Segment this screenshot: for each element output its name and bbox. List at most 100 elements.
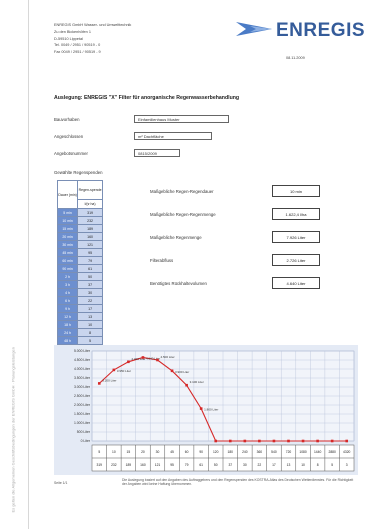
data-label: 3.200 Liter (102, 378, 116, 382)
bottom-value-label: 22 (258, 463, 262, 467)
bottom-value-label: 50 (214, 463, 218, 467)
y-tick-label: 2.000 Liter (74, 403, 91, 407)
value-cell: 319 (77, 208, 103, 217)
data-label: 3.950 Liter (117, 369, 131, 373)
bottom-duration-label: 45 (170, 450, 174, 454)
table-row: 30 min 121 (56, 240, 103, 249)
data-point (112, 368, 116, 372)
bottom-duration-label: 5 (98, 450, 100, 454)
y-tick-label: 3.500 Liter (74, 376, 91, 380)
data-point (141, 356, 145, 359)
footer-page-number: Seite 1/1 (54, 481, 68, 485)
bottom-duration-label: 720 (286, 450, 292, 454)
data-point (214, 439, 218, 443)
bottom-value-label: 10 (301, 463, 305, 467)
value-cell: 13 (77, 312, 103, 321)
field-value-bauvorhaben: Einfamilienhaus Muster (134, 115, 229, 123)
value-cell: 10 (77, 320, 103, 329)
result-value-rueckhaltevolumen: 4.640 Liter (272, 277, 320, 289)
table-row: 15 min 189 (56, 224, 103, 233)
table-row: 90 min 61 (56, 264, 103, 273)
bottom-duration-label: 2880 (328, 450, 336, 454)
duration-cell: 90 min (56, 264, 79, 273)
bottom-duration-label: 10 (112, 450, 116, 454)
data-point (199, 407, 203, 410)
data-label: 4.400 Liter (131, 357, 145, 361)
rain-col1-header: Dauer (min) (56, 180, 79, 209)
duration-cell: 24 h (56, 328, 79, 337)
field-label-angebotsnummer: Angebotsnummer (54, 151, 88, 156)
bottom-duration-label: 90 (199, 450, 203, 454)
duration-cell: 45 min (56, 248, 79, 257)
data-label: 1.800 Liter (204, 408, 218, 412)
bottom-value-label: 189 (126, 463, 132, 467)
bottom-duration-label: 540 (271, 450, 277, 454)
data-label: 3.100 Liter (190, 380, 204, 384)
table-row: 3 h 37 (56, 280, 103, 289)
field-label-angeschlossen: Angeschlossen (54, 134, 84, 139)
bottom-duration-label: 20 (141, 450, 145, 454)
table-row: 2 h 50 (56, 272, 103, 281)
bottom-value-label: 3 (346, 463, 348, 467)
sidebar-note: Es gelten die Allgemeinen Geschäftsbedin… (10, 347, 16, 513)
duration-cell: 18 h (56, 320, 79, 329)
footer-disclaimer: Die Auslegung basiert auf den Angaben de… (122, 478, 354, 487)
bottom-duration-label: 1080 (299, 450, 307, 454)
bottom-value-label: 61 (199, 463, 203, 467)
retention-chart: 5.000 Liter 4.500 Liter 4.000 Liter 3.500 L… (54, 345, 358, 475)
y-tick-label: 2.500 Liter (74, 394, 91, 398)
bottom-value-label: 8 (317, 463, 319, 467)
duration-cell: 12 h (56, 312, 79, 321)
data-point (258, 439, 261, 443)
value-cell: 37 (77, 280, 103, 289)
value-cell: 160 (77, 232, 103, 241)
result-label-rueckhaltevolumen: Benötigtes Rückhaltevolumen (150, 281, 207, 286)
logo-text: ENREGIS (276, 20, 366, 41)
table-row: 20 min 160 (56, 232, 103, 241)
table-row: 60 min 79 (56, 256, 103, 265)
bottom-value-label: 95 (170, 463, 174, 467)
bottom-duration-label: 60 (185, 450, 189, 454)
duration-cell: 4 h (56, 288, 79, 297)
data-point (170, 369, 174, 373)
value-cell: 50 (77, 272, 103, 281)
value-cell: 61 (77, 264, 103, 273)
y-tick-label: 4.500 Liter (74, 358, 91, 362)
value-cell: 17 (77, 304, 103, 313)
bottom-duration-label: 30 (156, 450, 160, 454)
bottom-duration-label: 4320 (343, 450, 351, 454)
bottom-duration-label: 15 (127, 450, 131, 454)
duration-cell: 48 h (56, 336, 79, 345)
bottom-duration-label: 180 (228, 450, 234, 454)
table-row: 10 min 232 (56, 216, 103, 225)
address-line: Zu den Bickenhöfen 1 (54, 29, 91, 34)
bottom-duration-label: 120 (213, 450, 219, 454)
duration-cell: 20 min (56, 232, 79, 241)
duration-cell: 9 h (56, 304, 79, 313)
result-value-regenmenge-ha: 1.622,4 l/ha (272, 208, 320, 220)
value-cell: 30 (77, 288, 103, 297)
data-point (156, 358, 159, 362)
rain-table-title: Gewählte Regenspenden (54, 170, 103, 175)
table-row: 5 min 319 (56, 208, 103, 217)
bottom-value-label: 13 (287, 463, 291, 467)
data-point (345, 439, 349, 443)
duration-cell: 5 min (56, 208, 79, 217)
value-cell: 79 (77, 256, 103, 265)
field-value-angebotsnummer: 0815/2009 (134, 149, 180, 157)
value-cell: 121 (77, 240, 103, 249)
data-point (330, 439, 334, 443)
result-value-regenmenge: 7.926 Liter (272, 231, 320, 243)
result-label-regenmenge-ha: Maßgebliche Regen-Regenmenge (150, 212, 216, 217)
duration-cell: 60 min (56, 256, 79, 265)
table-row: 45 min 95 (56, 248, 103, 257)
value-cell: 8 (77, 328, 103, 337)
address-line: Tel. 0049 / 2951 / 90519 - 0 (54, 43, 101, 48)
rain-col2-header: Regen-spende (77, 180, 103, 200)
bottom-value-label: 121 (155, 463, 161, 467)
duration-cell: 6 h (56, 296, 79, 305)
series-line (98, 356, 347, 442)
data-point (301, 439, 305, 443)
address-line: D-59510 Lippetal (54, 36, 83, 41)
